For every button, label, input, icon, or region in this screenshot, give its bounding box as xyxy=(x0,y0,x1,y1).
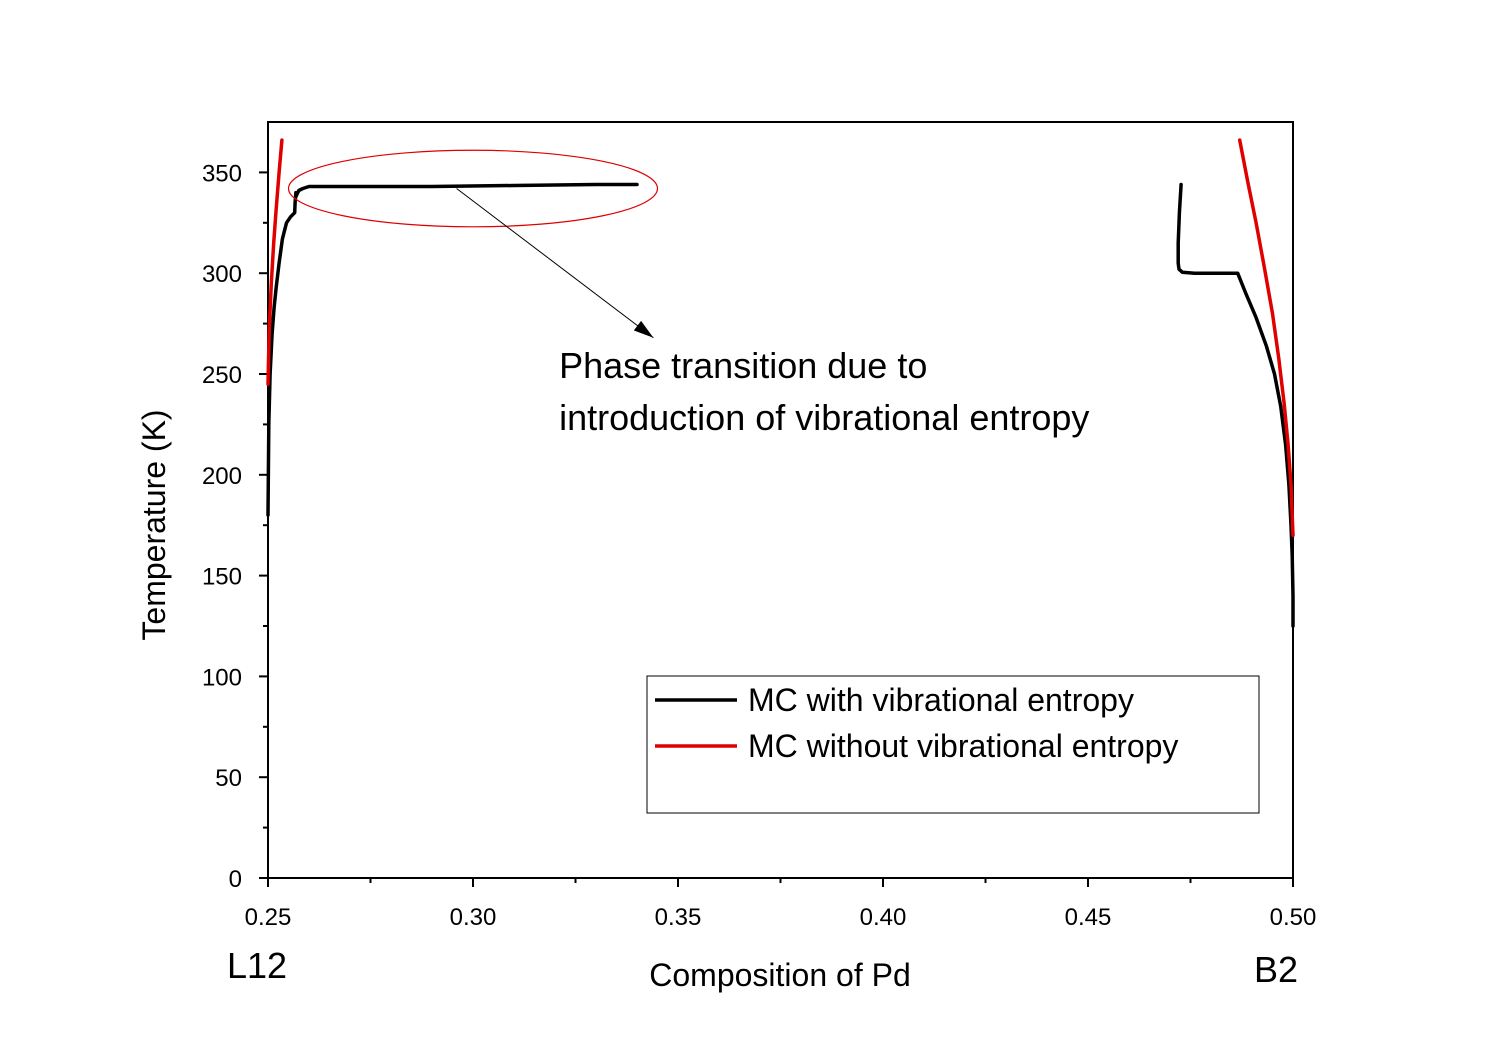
y-tick-label-2: 100 xyxy=(202,664,242,691)
series-1-segment-0 xyxy=(266,138,284,386)
legend-box xyxy=(646,675,1260,814)
axis-ticks: 0.25 0.30 0.35 0.40 0.45 0.50 0 50 100 150 200 250 3… xyxy=(202,160,1316,931)
annotation-arrow-line xyxy=(456,188,654,339)
phase-label-right: B2 xyxy=(1254,949,1298,990)
annotation-group: Phase transition due to introduction of v… xyxy=(287,149,1089,438)
y-tick-label-3: 150 xyxy=(202,564,242,591)
legend: MC with vibrational entropy MC without vi… xyxy=(646,675,1260,814)
x-tick-label-1: 0.30 xyxy=(450,904,497,931)
y-tick-label-7: 350 xyxy=(202,160,242,187)
x-tick-label-0: 0.25 xyxy=(245,904,292,931)
series-1-segment-1 xyxy=(1237,138,1295,538)
legend-label-0: MC with vibrational entropy xyxy=(748,682,1134,718)
x-tick-label-4: 0.45 xyxy=(1065,904,1112,931)
y-tick-label-5: 250 xyxy=(202,362,242,389)
phase-label-left: L12 xyxy=(227,945,287,986)
annotation-text-line-1: introduction of vibrational entropy xyxy=(559,397,1089,438)
legend-label-1: MC without vibrational entropy xyxy=(748,728,1178,764)
y-tick-label-1: 50 xyxy=(215,765,242,792)
x-tick-label-5: 0.50 xyxy=(1270,904,1317,931)
series-0-segment-1 xyxy=(1176,182,1295,628)
x-tick-label-3: 0.40 xyxy=(860,904,907,931)
annotation-arrow-head xyxy=(633,320,654,338)
series-lines xyxy=(266,138,1295,628)
x-axis-title: Composition of Pd xyxy=(649,957,910,993)
annotation-ellipse xyxy=(287,149,659,228)
series-0-segment-0 xyxy=(266,182,639,517)
y-tick-label-4: 200 xyxy=(202,463,242,490)
y-tick-label-6: 300 xyxy=(202,261,242,288)
annotation-text-line-0: Phase transition due to xyxy=(559,345,927,386)
y-axis-title: Temperature (K) xyxy=(136,409,172,640)
x-tick-label-2: 0.35 xyxy=(655,904,702,931)
y-tick-label-0: 0 xyxy=(229,866,242,893)
